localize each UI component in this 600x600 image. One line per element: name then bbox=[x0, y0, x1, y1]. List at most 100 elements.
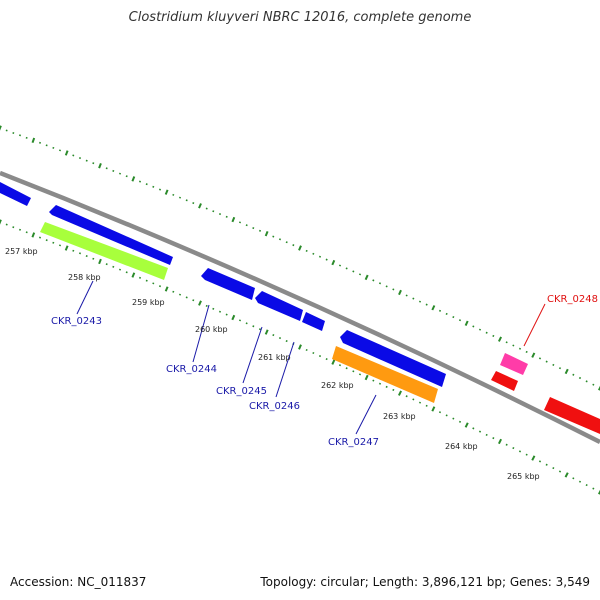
minor-tick bbox=[412, 398, 415, 401]
major-tick bbox=[64, 245, 69, 251]
minor-tick bbox=[545, 463, 548, 466]
minor-tick bbox=[538, 460, 542, 463]
gene-label-ckr-0245[interactable]: CKR_0245 bbox=[216, 386, 267, 397]
minor-tick bbox=[192, 299, 195, 302]
major-tick bbox=[364, 274, 369, 281]
minor-tick bbox=[78, 252, 82, 255]
minor-tick bbox=[272, 333, 275, 337]
minor-tick bbox=[305, 348, 308, 352]
minor-tick bbox=[545, 360, 548, 363]
minor-tick bbox=[412, 297, 415, 300]
minor-tick bbox=[592, 487, 595, 490]
minor-tick bbox=[485, 433, 488, 436]
minor-tick bbox=[418, 401, 422, 404]
gene-arrow[interactable] bbox=[340, 330, 446, 387]
minor-tick bbox=[205, 207, 208, 210]
major-tick bbox=[564, 368, 569, 375]
minor-tick bbox=[592, 383, 595, 386]
major-tick bbox=[464, 422, 469, 428]
gene-arrow[interactable] bbox=[0, 182, 31, 206]
minor-tick bbox=[572, 373, 575, 376]
minor-tick bbox=[272, 235, 275, 238]
minor-tick bbox=[405, 395, 408, 398]
minor-tick bbox=[205, 304, 208, 307]
minor-tick bbox=[252, 227, 255, 230]
gene-arrow[interactable] bbox=[49, 205, 173, 265]
minor-tick bbox=[405, 294, 408, 297]
minor-tick bbox=[458, 420, 462, 423]
minor-tick bbox=[172, 290, 175, 293]
minor-tick bbox=[258, 328, 262, 331]
major-tick bbox=[164, 189, 169, 195]
minor-tick bbox=[425, 404, 428, 407]
minor-tick bbox=[145, 279, 148, 282]
major-tick bbox=[298, 245, 302, 251]
major-tick bbox=[31, 137, 36, 144]
major-tick bbox=[198, 203, 202, 209]
minor-tick bbox=[152, 185, 155, 188]
minor-tick bbox=[185, 199, 188, 202]
minor-tick bbox=[45, 239, 48, 242]
minor-tick bbox=[578, 376, 582, 380]
minor-tick bbox=[318, 355, 322, 358]
minor-tick bbox=[558, 367, 562, 370]
minor-tick bbox=[258, 229, 262, 232]
minor-tick bbox=[85, 159, 88, 162]
major-tick bbox=[98, 258, 102, 265]
minor-tick bbox=[18, 228, 22, 231]
gene-label-ckr-0248[interactable]: CKR_0248 bbox=[547, 294, 598, 305]
gene-label-ckr-0244[interactable]: CKR_0244 bbox=[166, 364, 217, 375]
major-tick bbox=[398, 289, 402, 296]
minor-tick bbox=[125, 175, 128, 178]
minor-tick bbox=[505, 443, 508, 446]
minor-tick bbox=[392, 288, 395, 291]
kbp-label: 263 kbp bbox=[383, 412, 416, 421]
gene-arrow[interactable] bbox=[500, 353, 528, 375]
major-tick bbox=[431, 305, 436, 311]
minor-tick bbox=[178, 293, 182, 296]
kbp-label: 265 kbp bbox=[507, 472, 540, 481]
gene-arrow[interactable] bbox=[332, 346, 438, 403]
gene-label-ckr-0243[interactable]: CKR_0243 bbox=[51, 316, 102, 327]
minor-tick bbox=[212, 210, 215, 213]
minor-tick bbox=[118, 268, 122, 271]
minor-tick bbox=[158, 285, 162, 288]
major-tick bbox=[0, 125, 2, 131]
minor-tick bbox=[525, 350, 528, 354]
gene-arrow[interactable] bbox=[201, 268, 255, 300]
gene-arrow[interactable] bbox=[302, 312, 325, 331]
major-tick bbox=[98, 163, 102, 169]
minor-tick bbox=[505, 341, 508, 344]
minor-tick bbox=[352, 370, 355, 373]
genome-info-text: Topology: circular; Length: 3,896,121 bp… bbox=[260, 575, 590, 589]
minor-tick bbox=[105, 263, 108, 266]
kbp-label: 260 kbp bbox=[195, 325, 228, 334]
minor-tick bbox=[178, 196, 182, 199]
gene-label-ckr-0246[interactable]: CKR_0246 bbox=[249, 401, 300, 412]
minor-tick bbox=[12, 131, 15, 134]
kbp-label: 259 kbp bbox=[132, 298, 165, 307]
minor-tick bbox=[185, 296, 188, 299]
major-tick bbox=[31, 232, 36, 238]
minor-tick bbox=[45, 144, 48, 147]
minor-tick bbox=[325, 358, 328, 361]
minor-tick bbox=[158, 188, 162, 191]
major-tick bbox=[564, 472, 569, 478]
minor-tick bbox=[325, 258, 328, 261]
minor-tick bbox=[512, 344, 515, 347]
gene-arrow[interactable] bbox=[544, 397, 600, 434]
minor-tick bbox=[238, 221, 242, 224]
minor-tick bbox=[492, 334, 495, 338]
major-tick bbox=[598, 489, 600, 495]
minor-tick bbox=[278, 337, 282, 340]
minor-tick bbox=[538, 357, 542, 360]
gene-label-ckr-0247[interactable]: CKR_0247 bbox=[328, 437, 379, 448]
gene-arrow[interactable] bbox=[255, 291, 303, 321]
major-tick bbox=[531, 455, 536, 461]
major-tick bbox=[331, 359, 336, 365]
gene-arrow[interactable] bbox=[491, 371, 518, 391]
minor-tick bbox=[5, 129, 8, 132]
gene-arrow[interactable] bbox=[40, 222, 168, 280]
minor-tick bbox=[552, 467, 555, 470]
minor-tick bbox=[58, 244, 62, 247]
